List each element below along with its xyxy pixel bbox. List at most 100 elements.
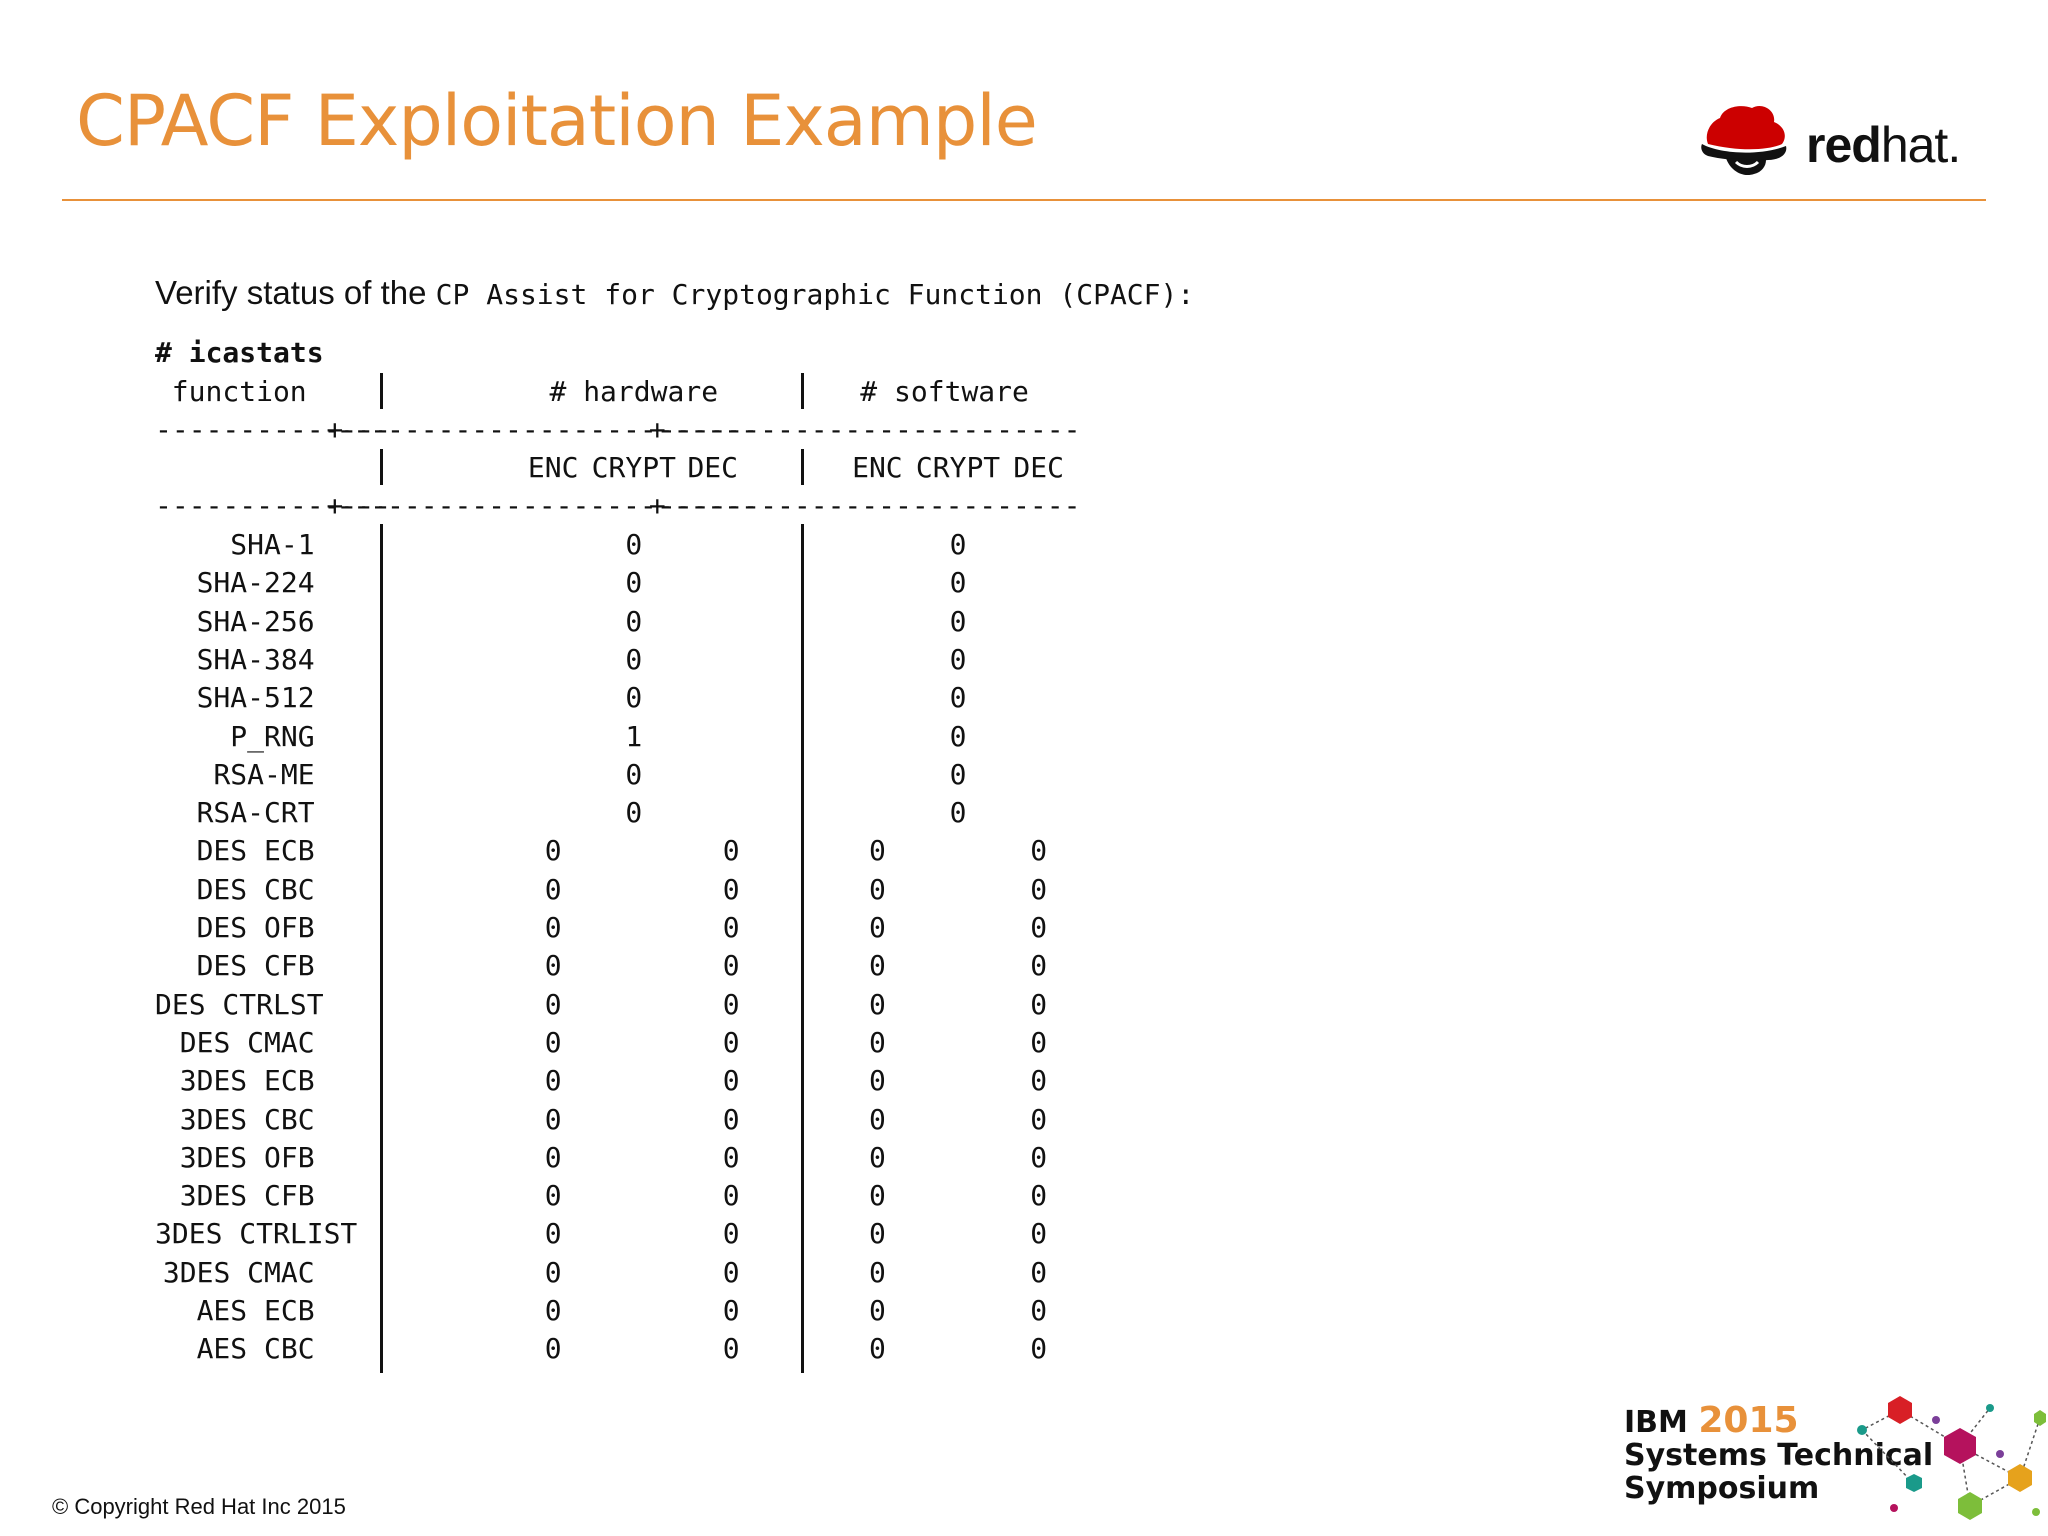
function-name: 3DES ECB [179, 1064, 315, 1098]
value-hw-enc: 0 [544, 872, 562, 906]
value-hw-crypt: 0 [625, 681, 643, 715]
function-name: SHA-224 [196, 566, 315, 600]
function-name: 3DES OFB [179, 1140, 315, 1174]
value-sw-crypt: 0 [949, 604, 967, 638]
function-name: DES OFB [196, 911, 315, 944]
terminal-screenshot [148, 270, 1220, 1370]
value-sw-enc: 0 [868, 1294, 886, 1327]
value-hw-enc: 0 [544, 1179, 562, 1213]
function-name: AES ECB [196, 1294, 315, 1327]
subheader-enc-hw: ENC [527, 451, 579, 484]
value-hw-dec: 0 [722, 1255, 740, 1289]
value-hw-dec: 0 [722, 872, 740, 906]
function-name: SHA-384 [196, 642, 315, 676]
value-sw-enc: 0 [868, 834, 886, 868]
event-branding: IBM 2015 Systems Technical Symposium [1624, 1400, 1934, 1506]
value-sw-dec: 0 [1030, 1179, 1048, 1213]
function-name: RSA-CRT [196, 796, 315, 830]
intro-text: Verify status of the CP Assist for Crypt… [155, 274, 1195, 311]
value-hw-crypt: 0 [625, 566, 643, 600]
function-name: DES CBC [196, 872, 315, 906]
value-hw-dec: 0 [722, 1140, 740, 1174]
value-hw-dec: 0 [722, 1025, 740, 1059]
command-line: # icastats [155, 336, 324, 369]
function-name: 3DES CFB [179, 1179, 315, 1213]
separator-row-1-c: ------------------------- [659, 413, 1081, 446]
value-hw-dec: 0 [722, 1294, 740, 1327]
value-sw-dec: 0 [1030, 1064, 1048, 1098]
subheader-crypt-hw: CRYPT [591, 451, 676, 484]
subheader-enc-sw: ENC [852, 451, 903, 484]
function-name: AES CBC [196, 1332, 315, 1366]
separator-row-2-joint-2: + [648, 489, 666, 522]
value-hw-enc: 0 [544, 949, 562, 983]
function-name: DES CTRLST [155, 987, 324, 1021]
value-hw-enc: 0 [544, 834, 562, 868]
function-name: 3DES CBC [179, 1102, 315, 1136]
function-name: DES CMAC [179, 1025, 315, 1059]
value-sw-crypt: 0 [949, 528, 967, 561]
title-divider [62, 199, 1986, 201]
value-sw-enc: 0 [868, 1179, 886, 1213]
value-hw-dec: 0 [722, 1332, 740, 1366]
value-sw-dec: 0 [1030, 1255, 1048, 1289]
subheader-crypt-sw: CRYPT [915, 451, 1001, 484]
value-sw-crypt: 0 [949, 642, 967, 676]
value-hw-dec: 0 [722, 1064, 740, 1098]
value-hw-enc: 0 [544, 911, 562, 944]
value-hw-dec: 0 [722, 1217, 740, 1251]
separator-row-2-c: ------------------------- [659, 489, 1081, 522]
value-sw-crypt: 0 [949, 681, 967, 715]
value-sw-dec: 0 [1030, 1102, 1048, 1136]
value-sw-dec: 0 [1030, 1025, 1048, 1059]
value-sw-dec: 0 [1030, 1140, 1048, 1174]
value-sw-dec: 0 [1030, 911, 1048, 944]
value-sw-dec: 0 [1030, 1217, 1048, 1251]
copyright-notice: © Copyright Red Hat Inc 2015 [52, 1494, 346, 1519]
value-hw-crypt: 0 [625, 796, 643, 830]
header-function: function [171, 375, 307, 408]
function-name: DES ECB [196, 834, 315, 868]
separator-row-1-a: -------------- [155, 413, 392, 446]
function-name: 3DES CMAC [162, 1255, 315, 1289]
value-sw-enc: 0 [868, 1064, 886, 1098]
subheader-dec-sw: DEC [1013, 451, 1064, 484]
value-hw-dec: 0 [722, 1179, 740, 1213]
value-sw-enc: 0 [868, 911, 886, 944]
function-name: SHA-1 [230, 528, 315, 561]
separator-row-1-b: ------------------------- [336, 413, 758, 446]
value-hw-crypt: 0 [625, 642, 643, 676]
value-hw-dec: 0 [722, 1102, 740, 1136]
value-hw-enc: 0 [544, 1064, 562, 1098]
separator-row-1-joint-2: + [648, 413, 666, 446]
separator-row-2-joint-1: + [326, 489, 344, 522]
function-name: P_RNG [230, 719, 315, 753]
value-sw-dec: 0 [1030, 834, 1048, 868]
column-divider-body-1 [380, 524, 383, 1373]
separator-row-2-a: -------------- [155, 489, 392, 522]
value-sw-enc: 0 [868, 987, 886, 1021]
value-sw-dec: 0 [1030, 949, 1048, 983]
value-sw-dec: 0 [1030, 1294, 1048, 1327]
value-hw-crypt: 1 [625, 719, 643, 753]
value-sw-enc: 0 [868, 949, 886, 983]
value-hw-enc: 0 [544, 1102, 562, 1136]
value-hw-crypt: 0 [625, 757, 643, 791]
value-sw-crypt: 0 [949, 757, 967, 791]
function-name: SHA-256 [196, 604, 315, 638]
value-hw-crypt: 0 [625, 528, 643, 561]
value-hw-crypt: 0 [625, 604, 643, 638]
value-hw-enc: 0 [544, 1140, 562, 1174]
value-sw-dec: 0 [1030, 872, 1048, 906]
function-name: RSA-ME [213, 757, 315, 791]
value-sw-enc: 0 [868, 1140, 886, 1174]
column-divider-header-2 [801, 373, 804, 409]
function-name: 3DES CTRLIST [155, 1217, 358, 1251]
value-sw-crypt: 0 [949, 796, 967, 830]
value-hw-dec: 0 [722, 834, 740, 868]
header-hardware: # hardware [549, 375, 719, 408]
redhat-logo: redhat. [1696, 100, 1976, 180]
molecule-cubes-icon [1857, 1396, 2046, 1520]
value-hw-dec: 0 [722, 987, 740, 1021]
value-sw-crypt: 0 [949, 566, 967, 600]
